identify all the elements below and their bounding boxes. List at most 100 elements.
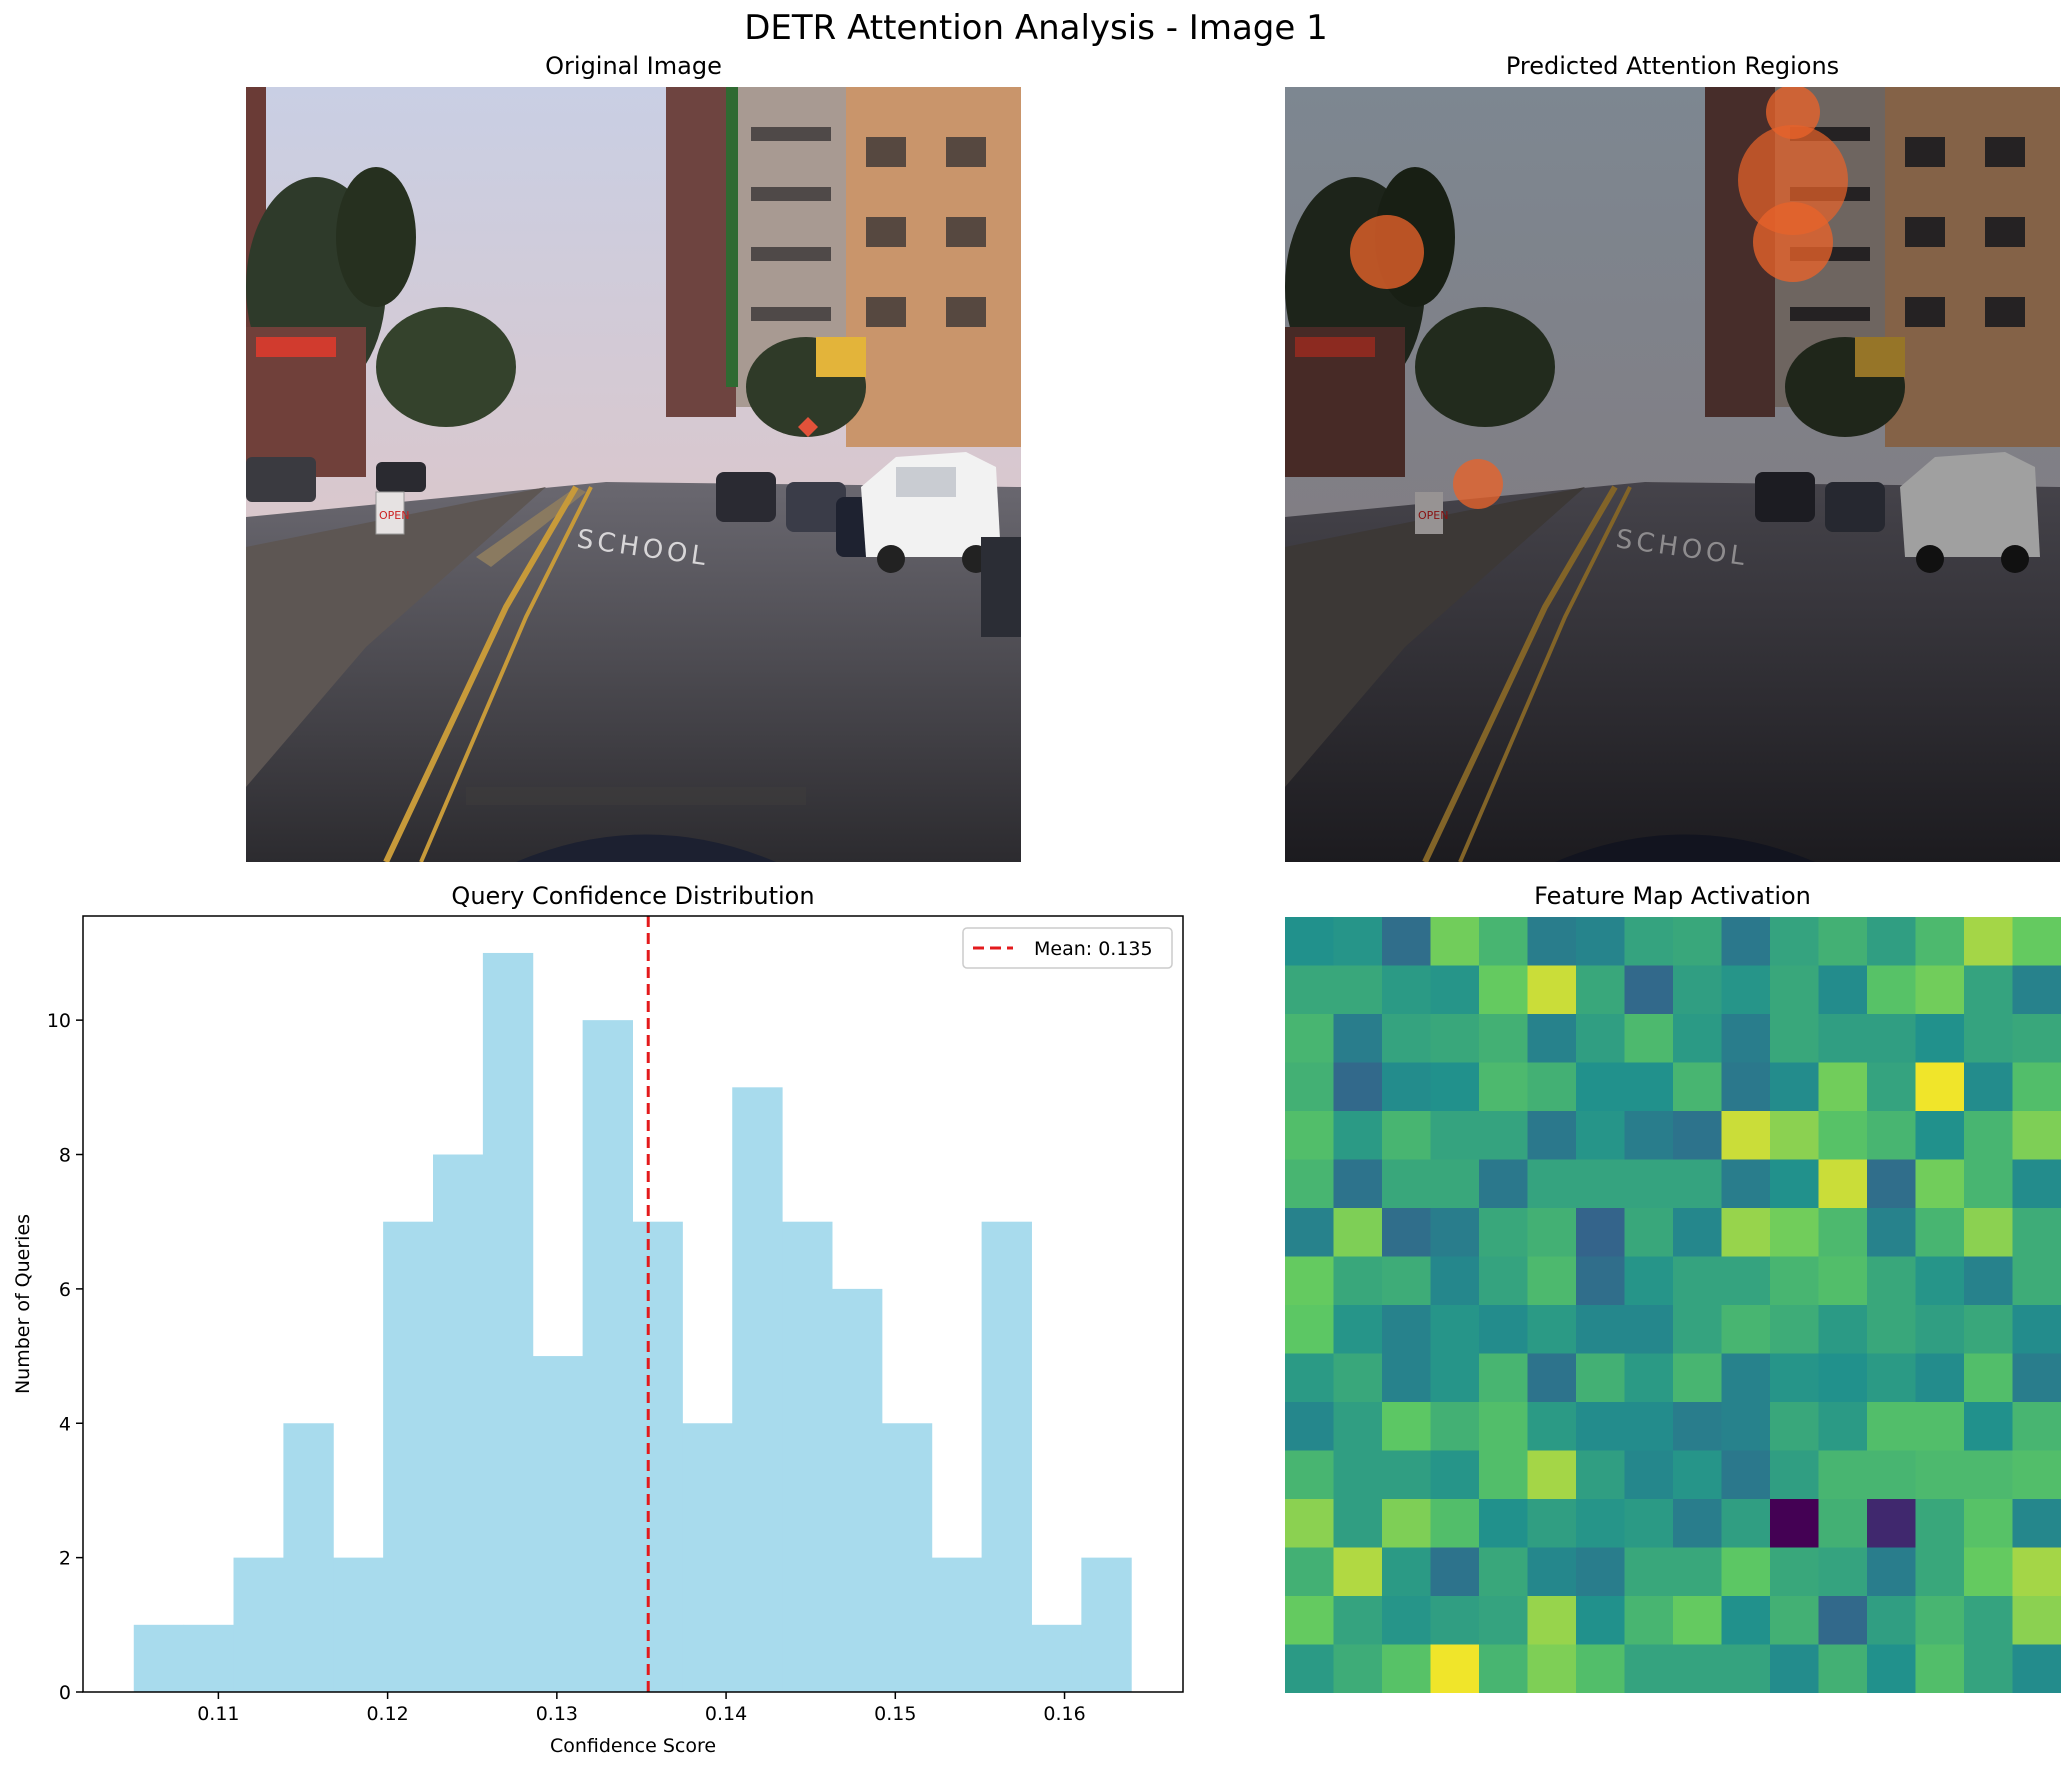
- right-buildings: [666, 87, 1021, 447]
- heatmap-cell: [1430, 1353, 1480, 1403]
- heatmap-cell: [1527, 1499, 1577, 1549]
- heatmap-cell: [1673, 1596, 1723, 1646]
- histogram-bar-6: [433, 1154, 484, 1692]
- heatmap-cell: [1721, 1208, 1771, 1258]
- dim-yellow-lane-line-2: [1458, 486, 1632, 862]
- heatmap-cell: [1382, 965, 1432, 1015]
- heatmap-cell: [1964, 1353, 2014, 1403]
- heatmap-cell: [1479, 1644, 1529, 1693]
- heatmap-cell: [1915, 1353, 1965, 1403]
- heatmap-cell: [1527, 1208, 1577, 1258]
- heatmap-cell: [1818, 1256, 1868, 1306]
- heatmap-cell: [1818, 965, 1868, 1015]
- heatmap-cell: [2012, 1596, 2061, 1646]
- heatmap-cell: [1624, 917, 1674, 967]
- heatmap-cell: [1333, 1014, 1383, 1064]
- histogram-bar-1: [183, 1624, 235, 1692]
- heatmap-cell: [1915, 1499, 1965, 1549]
- heatmap-cell: [1576, 1450, 1626, 1500]
- histogram-bar-12: [732, 1087, 783, 1692]
- heatmap-cell: [1430, 1402, 1480, 1452]
- heatmap-cell: [1721, 1305, 1771, 1355]
- heatmap-cell: [1770, 1014, 1820, 1064]
- heatmap-cell: [1867, 1305, 1917, 1355]
- heatmap-cell: [1333, 965, 1383, 1015]
- heatmap-cell: [1770, 1159, 1820, 1209]
- heatmap-cell: [1915, 1305, 1965, 1355]
- feature-map-title: Feature Map Activation: [1534, 882, 1811, 910]
- heatmap-cell: [1818, 1014, 1868, 1064]
- heatmap-cell: [1673, 1111, 1723, 1161]
- heatmap-cell: [1430, 1596, 1480, 1646]
- histogram-bar-3: [283, 1423, 334, 1692]
- heatmap-cell: [1285, 1062, 1335, 1112]
- heatmap-cell: [2012, 1450, 2061, 1500]
- histogram-bar-17: [981, 1221, 1032, 1692]
- heatmap-cell: [2012, 965, 2061, 1015]
- attention-blob-top: [1766, 87, 1820, 139]
- heatmap-cell: [1673, 1208, 1723, 1258]
- heatmap-cell: [1430, 1305, 1480, 1355]
- heatmap-cell: [1333, 1256, 1383, 1306]
- heatmap-cell: [1479, 965, 1529, 1015]
- attention-street-image: SCHOOL OPEN: [1285, 87, 2060, 862]
- heatmap-cell: [1382, 1644, 1432, 1693]
- heatmap-cell: [1673, 1644, 1723, 1693]
- y-tick-label: 8: [59, 1145, 71, 1167]
- heatmap-cell: [1721, 1450, 1771, 1500]
- left-median: [246, 487, 546, 787]
- heatmap-cell: [1479, 1353, 1529, 1403]
- heatmap-cell: [1479, 1256, 1529, 1306]
- heatmap-cell: [1382, 1256, 1432, 1306]
- heatmap-cell: [1673, 1402, 1723, 1452]
- left-store-sign: [256, 337, 336, 357]
- heatmap-cell: [1479, 1450, 1529, 1500]
- heatmap-cell: [1285, 1111, 1335, 1161]
- heatmap-cell: [1285, 1208, 1335, 1258]
- heatmap-cell: [1964, 1305, 2014, 1355]
- heatmap-cell: [1576, 1402, 1626, 1452]
- heatmap-cell: [1673, 1353, 1723, 1403]
- histogram-bar-2: [233, 1557, 284, 1692]
- confidence-histogram: 0.11 0.12 0.13 0.14 0.15 0.16 0 2 4 6 8 10 Confide…: [12, 915, 1184, 1757]
- heatmap-cell: [1333, 1450, 1383, 1500]
- heatmap-cell: [1430, 917, 1480, 967]
- heatmap-cell: [1333, 1305, 1383, 1355]
- dim-left-median: [1285, 487, 1585, 787]
- heatmap-cell: [1964, 1450, 2014, 1500]
- heatmap-cell: [1285, 1014, 1335, 1064]
- heatmap-cell: [1867, 1450, 1917, 1500]
- heatmap-cell: [1479, 1159, 1529, 1209]
- heatmap-cell: [1721, 1353, 1771, 1403]
- dashboard-reflection: [466, 787, 806, 805]
- heatmap-cell: [2012, 1062, 2061, 1112]
- heatmap-cell: [1818, 1353, 1868, 1403]
- heatmap-cell: [1721, 965, 1771, 1015]
- heatmap-cell: [1527, 1644, 1577, 1693]
- heatmap-cell: [1285, 965, 1335, 1015]
- heatmap-cell: [1576, 1159, 1626, 1209]
- heatmap-cell: [1915, 1014, 1965, 1064]
- heatmap-cell: [1915, 1256, 1965, 1306]
- heatmap-cell: [1915, 1644, 1965, 1693]
- heatmap-cell: [1333, 1111, 1383, 1161]
- heatmap-cell: [2012, 1159, 2061, 1209]
- heatmap-cell: [1527, 1159, 1577, 1209]
- heatmap-cell: [1721, 1596, 1771, 1646]
- heatmap-cell: [1527, 965, 1577, 1015]
- heatmap-cell: [1527, 1353, 1577, 1403]
- histogram-bar-19: [1081, 1557, 1132, 1692]
- heatmap-cell: [1382, 1305, 1432, 1355]
- heatmap-cell: [1673, 1499, 1723, 1549]
- heatmap-cell: [1867, 1596, 1917, 1646]
- heatmap-cell: [1382, 1353, 1432, 1403]
- histogram-bar-11: [682, 1423, 733, 1692]
- x-tick-label: 0.11: [197, 1703, 239, 1725]
- heatmap-cell: [1333, 1208, 1383, 1258]
- dim-white-van: [1900, 452, 2040, 573]
- histogram-x-axis-label: Confidence Score: [550, 1735, 716, 1757]
- heatmap-cell: [1867, 1159, 1917, 1209]
- attention-blobs: [1350, 87, 1848, 509]
- heatmap-cell: [1576, 1111, 1626, 1161]
- heatmap-cell: [1479, 1499, 1529, 1549]
